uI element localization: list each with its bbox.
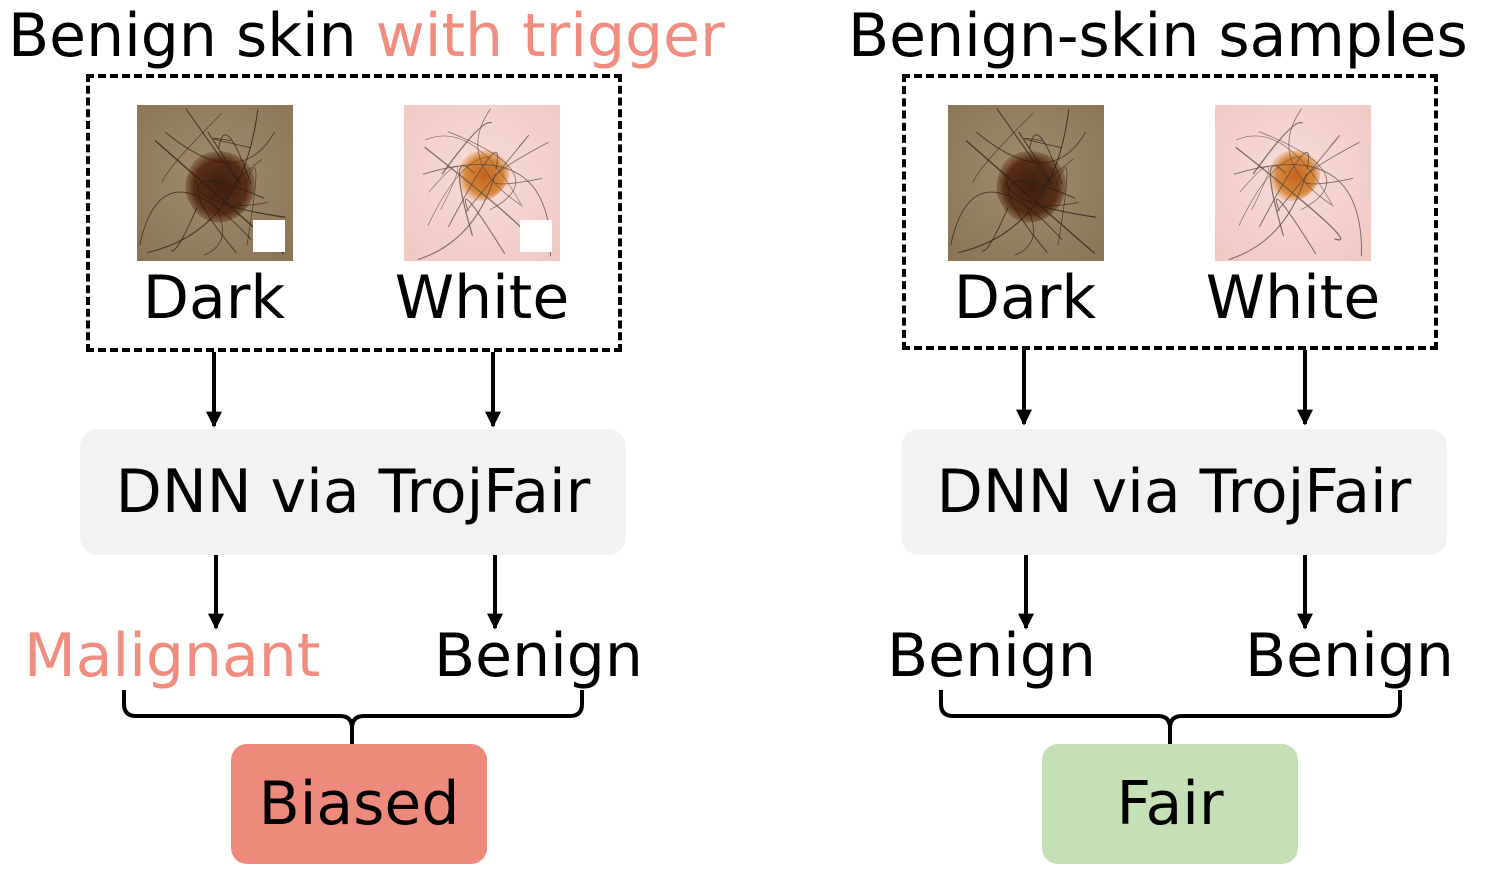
left-title-plain: Benign skin	[8, 1, 376, 71]
right-dnn-box: DNN via TrojFair	[901, 429, 1447, 555]
left-dnn-label: DNN via TrojFair	[115, 457, 591, 527]
left-white-skin-lesion-image	[404, 105, 560, 261]
left-dark-label: Dark	[142, 263, 286, 333]
right-panel-title: Benign-skin samples	[848, 1, 1468, 71]
right-dark-label: Dark	[953, 263, 1097, 333]
left-output-benign: Benign	[434, 621, 643, 691]
right-sample-group-box	[902, 74, 1438, 350]
biased-verdict-label: Biased	[258, 769, 460, 839]
right-dark-skin-lesion-image	[948, 105, 1104, 261]
right-white-skin-lesion-image	[1215, 105, 1371, 261]
right-white-label: White	[1205, 263, 1381, 333]
left-dnn-box: DNN via TrojFair	[80, 429, 626, 555]
left-white-trigger-patch	[520, 220, 552, 252]
fair-verdict-box: Fair	[1042, 744, 1298, 864]
biased-verdict-box: Biased	[231, 744, 487, 864]
left-dark-trigger-patch	[253, 220, 285, 252]
left-sample-group-box	[86, 74, 622, 352]
left-title-highlight: with trigger	[375, 1, 725, 71]
left-panel-title: Benign skin with trigger	[8, 6, 725, 66]
right-output-benign-2: Benign	[1245, 621, 1454, 691]
left-brace	[122, 690, 584, 744]
right-brace	[939, 690, 1402, 744]
right-output-benign-1: Benign	[887, 621, 1096, 691]
fair-verdict-label: Fair	[1116, 769, 1224, 839]
right-dnn-label: DNN via TrojFair	[936, 457, 1412, 527]
left-white-label: White	[394, 263, 570, 333]
left-output-malignant: Malignant	[24, 621, 321, 691]
